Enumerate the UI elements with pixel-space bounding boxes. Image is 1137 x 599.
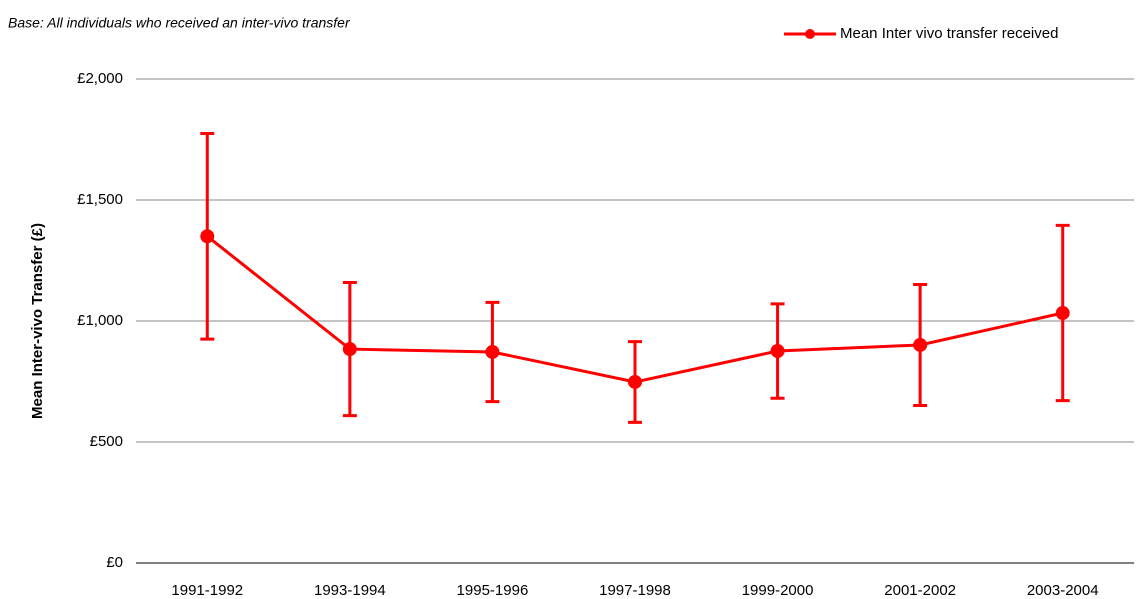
marker [485, 344, 500, 359]
marker [628, 374, 642, 389]
x-tick-label: 1999-2000 [742, 582, 814, 599]
x-tick-label: 1993-1994 [314, 582, 386, 599]
x-tick-label: 2003-2004 [1027, 582, 1099, 599]
x-tick-label: 1995-1996 [457, 582, 529, 599]
y-tick-label: £0 [106, 554, 123, 571]
y-tick-label: £1,500 [77, 191, 123, 208]
y-tick-label: £1,000 [77, 312, 123, 329]
y-tick-label: £500 [90, 433, 123, 450]
marker [770, 344, 785, 359]
y-tick-label: £2,000 [77, 70, 123, 87]
marker [913, 337, 928, 352]
marker [1055, 306, 1070, 321]
x-tick-label: 1997-1998 [599, 582, 671, 599]
legend-marker [805, 29, 815, 39]
y-axis-label: Mean Inter-vivo Transfer (£) [29, 223, 46, 419]
x-tick-label: 2001-2002 [884, 582, 956, 599]
marker [200, 229, 215, 244]
legend-label: Mean Inter vivo transfer received [840, 25, 1058, 42]
x-tick-label: 1991-1992 [171, 582, 243, 599]
chart-subtitle: Base: All individuals who received an in… [8, 15, 351, 31]
marker [342, 342, 357, 357]
